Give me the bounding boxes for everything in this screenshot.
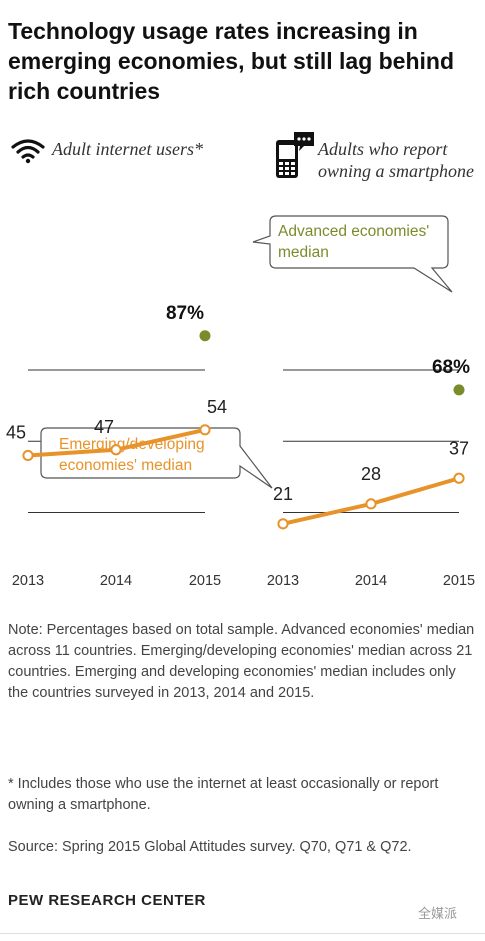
data-label-emerging: 28 [361,464,381,484]
bottom-rule [0,933,485,934]
data-point-emerging [453,472,465,484]
chart-source: Source: Spring 2015 Global Attitudes sur… [8,839,412,855]
x-tick-label: 2013 [12,573,44,589]
advanced-callout-bubble [252,215,453,293]
advanced-callout-text: Advanced economies' median [278,223,433,261]
data-point-emerging [110,444,122,456]
data-point-advanced [453,384,465,396]
chart-note: Note: Percentages based on total sample.… [8,622,475,701]
x-tick-label: 2015 [443,573,475,589]
x-tick-label: 2014 [355,573,387,589]
data-label-emerging: 45 [6,422,26,442]
watermark: 全媒派 [417,907,457,922]
data-point-emerging [277,518,289,530]
wifi-icon [10,136,46,164]
chart-title: Technology usage rates increasing in eme… [8,18,455,104]
data-point-emerging [22,449,34,462]
data-label-emerging: 37 [449,438,469,458]
data-point-advanced [199,330,211,342]
data-label-emerging: 21 [273,484,293,504]
brand-label: PEW RESEARCH CENTER [8,892,206,909]
data-point-emerging [199,424,211,436]
data-label-advanced: 87% [166,303,204,324]
x-tick-label: 2014 [100,573,132,589]
x-tick-label: 2015 [189,573,221,589]
chart-footnote: * Includes those who use the internet at… [8,776,439,813]
data-label-advanced: 68% [432,357,470,378]
data-label-emerging: 54 [207,397,227,417]
emerging-callout-bubble [40,427,273,489]
phone-chat-icon [274,130,316,182]
right-panel-label: Adults who report owning a smartphone [318,139,475,181]
chart-area: Advanced economies' median Emerging/deve… [6,215,475,589]
data-point-emerging [365,498,377,510]
x-tick-label: 2013 [267,573,299,589]
data-label-emerging: 47 [94,417,114,437]
left-panel-label: Adult internet users* [52,139,203,159]
